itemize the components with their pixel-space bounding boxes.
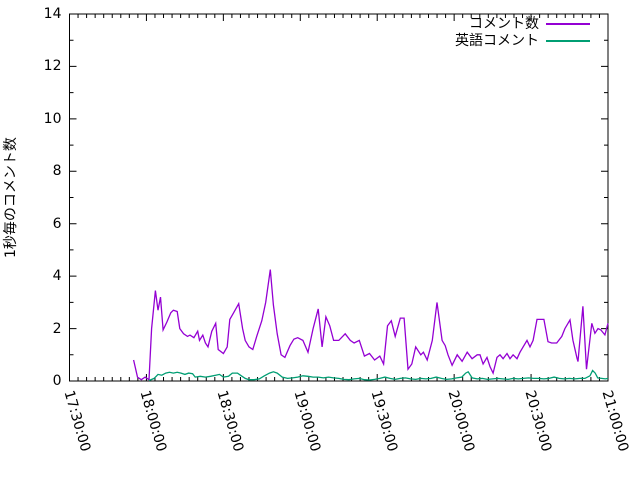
legend-label-comments: コメント数 (469, 16, 539, 32)
legend-line-sample-comments (546, 23, 590, 25)
y-tick-label-6: 6 (52, 215, 62, 232)
y-tick-label-4: 4 (52, 268, 62, 285)
y-axis-title: 1秒毎のコメント数 (3, 137, 19, 258)
y-tick-label-10: 10 (43, 110, 62, 127)
legend-line-sample-english-comments (546, 40, 590, 42)
y-tick-label-2: 2 (52, 320, 62, 337)
legend-item-comments: コメント数 (455, 16, 590, 32)
y-tick-label-8: 8 (52, 163, 62, 180)
y-tick-label-12: 12 (43, 58, 62, 75)
legend-item-english-comments: 英語コメント (455, 33, 590, 49)
series-line-0 (132, 269, 609, 381)
legend: コメント数 英語コメント (455, 16, 590, 49)
y-tick-label-14: 14 (43, 6, 62, 22)
axes-and-ticks (69, 13, 609, 382)
y-tick-label-0: 0 (52, 373, 62, 389)
series-line-1 (148, 369, 609, 382)
legend-label-english-comments: 英語コメント (455, 33, 539, 49)
